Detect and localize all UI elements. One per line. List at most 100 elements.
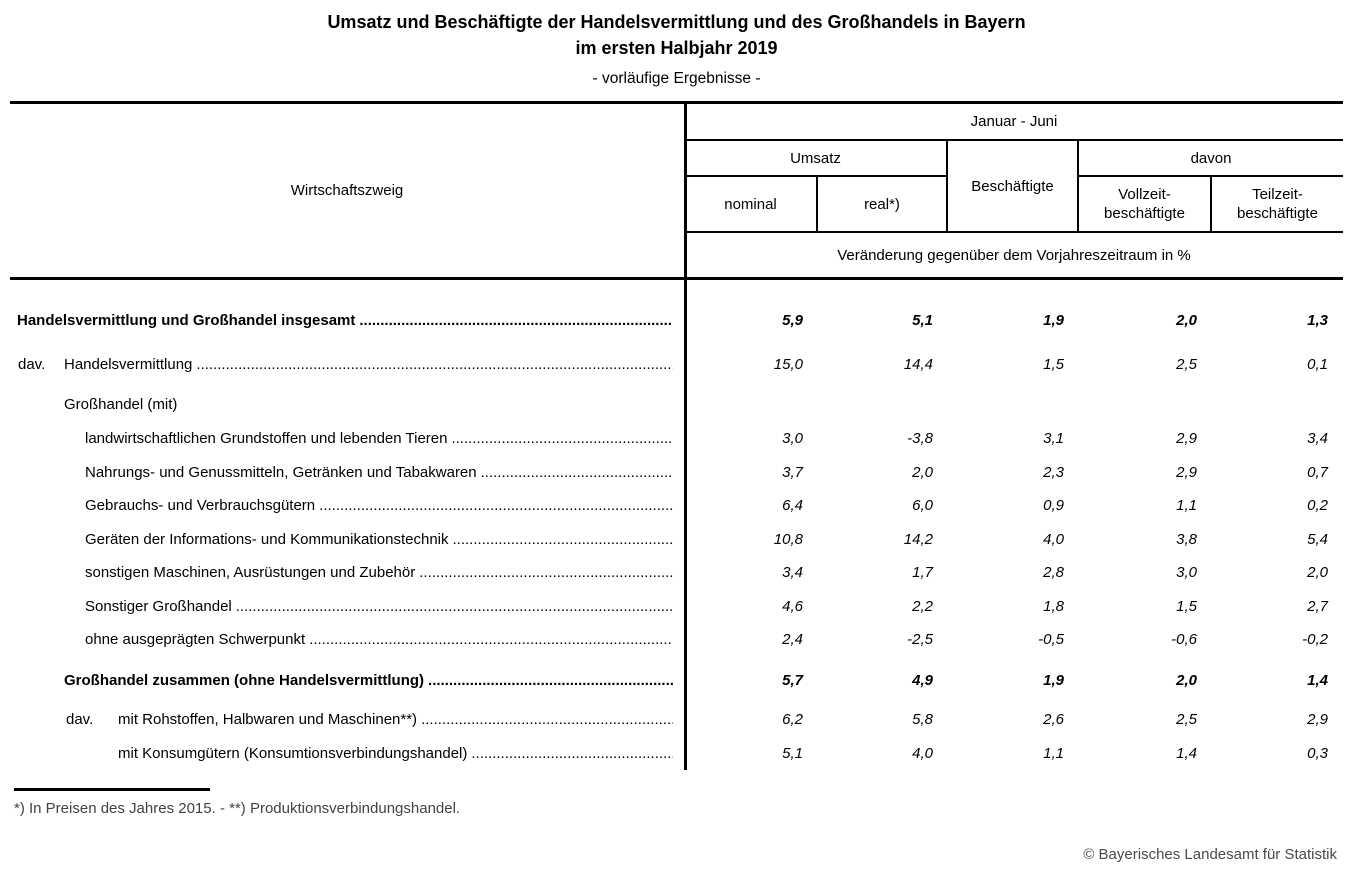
page-subtitle: - vorläufige Ergebnisse - <box>592 70 761 87</box>
value-cell-vollzeitbeschaeftigte: 2,9 <box>1176 463 1197 481</box>
row-label: Handelsvermittlung und Großhandel insges… <box>10 312 685 329</box>
row-label-text: ohne ausgeprägten Schwerpunkt <box>85 630 306 648</box>
value-cell-vollzeitbeschaeftigte: 3,8 <box>1176 530 1197 548</box>
table-row: Geräten der Informations- und Kommunikat… <box>10 522 1343 556</box>
value-cell-nominal: 6,4 <box>782 496 803 514</box>
row-prefix: dav. <box>18 355 46 373</box>
unit-header: Veränderung gegenüber dem Vorjahreszeitr… <box>837 246 1191 264</box>
dotted-leader: ........................................… <box>451 429 673 447</box>
column-header-teilzeit-line1: Teilzeit- <box>1252 186 1303 203</box>
value-cell-real: 4,0 <box>912 744 933 762</box>
row-label: Großhandel (mit) <box>10 396 685 413</box>
value-cell-beschaeftigte: 1,9 <box>1043 671 1064 689</box>
value-cell-nominal: 5,1 <box>782 744 803 762</box>
dotted-leader: ........................................… <box>471 744 673 762</box>
value-cell-nominal: 6,2 <box>782 710 803 728</box>
value-cell-beschaeftigte: 4,0 <box>1043 530 1064 548</box>
dotted-leader: ........................................… <box>428 671 673 689</box>
value-cell-nominal: 10,8 <box>773 530 803 548</box>
column-header-teilzeit: Teilzeit- beschäftigte <box>1212 177 1343 231</box>
footnote: *) In Preisen des Jahres 2015. - **) Pro… <box>14 800 461 817</box>
vrule-real-beschaeftigte <box>946 141 948 231</box>
row-label-text: Großhandel zusammen (ohne Handelsvermitt… <box>64 671 425 689</box>
value-cell-real: 1,7 <box>912 563 933 581</box>
page-title-line2: im ersten Halbjahr 2019 <box>575 38 778 58</box>
dotted-leader: ........................................… <box>480 463 673 481</box>
value-cell-beschaeftigte: 2,6 <box>1043 710 1064 728</box>
value-cell-vollzeitbeschaeftigte: 3,0 <box>1176 563 1197 581</box>
column-header-nominal: nominal <box>724 195 777 213</box>
row-label-text: Großhandel (mit) <box>64 395 178 413</box>
row-prefix: dav. <box>66 710 94 728</box>
stub-divider-rule <box>684 101 687 770</box>
row-label-text: Geräten der Informations- und Kommunikat… <box>85 530 449 548</box>
header-rule-under-period <box>685 139 1343 141</box>
row-label: sonstigen Maschinen, Ausrüstungen und Zu… <box>10 564 685 581</box>
row-label: Nahrungs- und Genussmitteln, Getränken u… <box>10 464 685 481</box>
value-cell-teilzeitbeschaeftigte: 0,1 <box>1307 355 1328 373</box>
value-cell-vollzeitbeschaeftigte: 1,5 <box>1176 597 1197 615</box>
row-label-text: Gebrauchs- und Verbrauchsgütern <box>85 496 316 514</box>
table-row: ohne ausgeprägten Schwerpunkt...........… <box>10 622 1343 656</box>
value-cell-real: 5,8 <box>912 710 933 728</box>
value-cell-teilzeitbeschaeftigte: 1,3 <box>1307 311 1328 329</box>
dotted-leader: ........................................… <box>452 530 673 548</box>
value-cell-nominal: 5,7 <box>782 671 803 689</box>
value-cell-beschaeftigte: 2,8 <box>1043 563 1064 581</box>
value-cell-real: 6,0 <box>912 496 933 514</box>
row-label-text: Sonstiger Großhandel <box>85 597 232 615</box>
row-label-text: mit Konsumgütern (Konsumtionsverbindungs… <box>118 744 468 762</box>
value-cell-vollzeitbeschaeftigte: -0,6 <box>1171 630 1197 648</box>
vrule-vollzeit-teilzeit <box>1210 177 1212 231</box>
value-cell-teilzeitbeschaeftigte: 2,9 <box>1307 710 1328 728</box>
value-cell-vollzeitbeschaeftigte: 2,5 <box>1176 355 1197 373</box>
value-cell-teilzeitbeschaeftigte: 1,4 <box>1307 671 1328 689</box>
page-title-line1: Umsatz und Beschäftigte der Handelsvermi… <box>327 12 1026 32</box>
column-header-teilzeit-line2: beschäftigte <box>1237 205 1318 222</box>
value-cell-teilzeitbeschaeftigte: 2,0 <box>1307 563 1328 581</box>
value-cell-vollzeitbeschaeftigte: 2,5 <box>1176 710 1197 728</box>
value-cell-real: -3,8 <box>907 429 933 447</box>
footnote-separator-rule <box>14 788 210 791</box>
column-header-vollzeit-line2: beschäftigte <box>1104 205 1185 222</box>
table-row: sonstigen Maschinen, Ausrüstungen und Zu… <box>10 555 1343 589</box>
value-cell-real: -2,5 <box>907 630 933 648</box>
table-row: Gebrauchs- und Verbrauchsgütern.........… <box>10 488 1343 522</box>
dotted-leader: ........................................… <box>319 496 673 514</box>
value-cell-beschaeftigte: 1,9 <box>1043 311 1064 329</box>
value-cell-real: 14,2 <box>903 530 933 548</box>
row-label: dav. Handelsvermittlung..................… <box>10 356 685 373</box>
value-cell-real: 14,4 <box>903 355 933 373</box>
header-rule-under-umsatz <box>685 175 947 177</box>
table-header-bottom-rule <box>10 277 1343 280</box>
value-cell-vollzeitbeschaeftigte: 1,4 <box>1176 744 1197 762</box>
row-label: Großhandel zusammen (ohne Handelsvermitt… <box>10 672 685 689</box>
value-cell-teilzeitbeschaeftigte: -0,2 <box>1302 630 1328 648</box>
dotted-leader: ........................................… <box>359 311 673 329</box>
table-top-rule <box>10 101 1343 104</box>
row-label: mit Konsumgütern (Konsumtionsverbindungs… <box>10 745 685 762</box>
row-label: landwirtschaftlichen Grundstoffen und le… <box>10 430 685 447</box>
value-cell-vollzeitbeschaeftigte: 2,0 <box>1176 311 1197 329</box>
value-cell-teilzeitbeschaeftigte: 5,4 <box>1307 530 1328 548</box>
vrule-nominal-real <box>816 177 818 231</box>
table-row: Großhandel zusammen (ohne Handelsvermitt… <box>10 663 1343 697</box>
value-cell-teilzeitbeschaeftigte: 0,2 <box>1307 496 1328 514</box>
value-cell-real: 4,9 <box>912 671 933 689</box>
row-label-text: landwirtschaftlichen Grundstoffen und le… <box>85 429 448 447</box>
value-cell-teilzeitbeschaeftigte: 0,7 <box>1307 463 1328 481</box>
column-header-vollzeit: Vollzeit- beschäftigte <box>1079 177 1210 231</box>
value-cell-beschaeftigte: 1,1 <box>1043 744 1064 762</box>
column-header-real: real*) <box>864 195 900 213</box>
value-cell-nominal: 4,6 <box>782 597 803 615</box>
value-cell-beschaeftigte: 1,5 <box>1043 355 1064 373</box>
value-cell-beschaeftigte: 0,9 <box>1043 496 1064 514</box>
group-header-beschaeftigte: Beschäftigte <box>971 177 1054 195</box>
value-cell-teilzeitbeschaeftigte: 3,4 <box>1307 429 1328 447</box>
row-label: dav. mit Rohstoffen, Halbwaren und Maschi… <box>10 711 685 728</box>
row-label-text: Handelsvermittlung <box>64 355 193 373</box>
value-cell-vollzeitbeschaeftigte: 2,0 <box>1176 671 1197 689</box>
value-cell-teilzeitbeschaeftigte: 2,7 <box>1307 597 1328 615</box>
dotted-leader: ........................................… <box>421 710 673 728</box>
value-cell-beschaeftigte: -0,5 <box>1038 630 1064 648</box>
